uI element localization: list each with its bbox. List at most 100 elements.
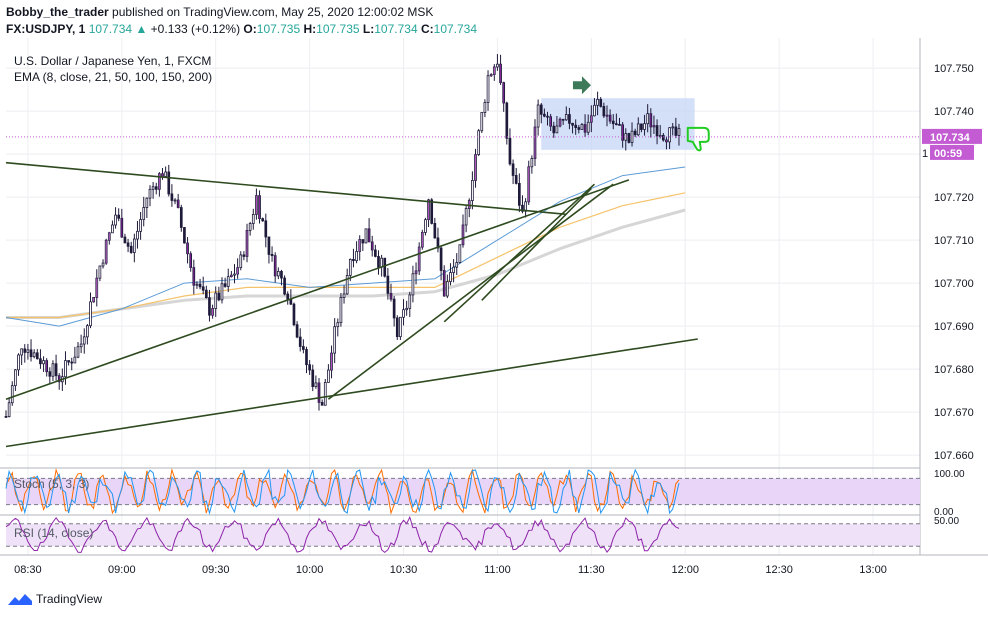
- price-badge: [922, 128, 982, 144]
- price-tick-label: 107.690: [934, 321, 974, 333]
- time-tick-label: 12:30: [765, 564, 793, 576]
- low-value: 107.734: [374, 22, 418, 36]
- tradingview-logo-icon[interactable]: [8, 592, 32, 606]
- price-tick-label: 107.700: [934, 278, 974, 290]
- candle-body: [129, 245, 133, 253]
- candle-body: [73, 356, 77, 364]
- trendline[interactable]: [481, 187, 592, 301]
- rsi-line: [5, 515, 680, 554]
- candle-body: [67, 360, 70, 363]
- candle-body: [198, 283, 202, 288]
- candle-body: [586, 121, 590, 133]
- candle-body: [505, 102, 509, 139]
- candle-body: [345, 275, 349, 295]
- publish-text: published on TradingView.com, May 25, 20…: [112, 5, 434, 19]
- candle-body: [70, 361, 74, 364]
- time-tick-label: 12:00: [671, 564, 699, 576]
- candle-body: [214, 292, 218, 309]
- candle-body: [446, 281, 449, 297]
- candle-body: [54, 363, 58, 377]
- brand-name[interactable]: TradingView: [36, 592, 103, 606]
- osc-tick-label: 50.00: [934, 516, 959, 527]
- plot-bg: [6, 38, 920, 555]
- legend-ema[interactable]: EMA (8, close, 21, 50, 100, 150, 200): [14, 70, 212, 84]
- candle-body: [677, 128, 681, 136]
- rsi-pane[interactable]: 50.00: [5, 515, 959, 554]
- candle-body: [264, 220, 268, 238]
- candle-body: [7, 402, 11, 417]
- candle-body: [82, 336, 86, 345]
- legend-instrument[interactable]: U.S. Dollar / Japanese Yen, 1, FXCM: [14, 54, 211, 68]
- price-badge-text: 107.734: [930, 132, 971, 144]
- candle-body: [132, 238, 136, 253]
- candle-body: [671, 126, 675, 129]
- time-tick-label: 09:00: [108, 564, 136, 576]
- stoch-label[interactable]: Stoch (5, 3, 3): [14, 477, 89, 491]
- candle-body: [546, 115, 549, 118]
- author-name[interactable]: Bobby_the_trader: [6, 5, 109, 19]
- candle-body: [577, 127, 581, 130]
- candle-body: [668, 127, 671, 143]
- candle-body: [208, 297, 211, 316]
- candle-body: [167, 171, 171, 195]
- thumbs-down-icon[interactable]: [686, 126, 710, 152]
- price-tick-label: 107.750: [934, 63, 974, 75]
- candle-body: [508, 137, 512, 165]
- candle-body: [352, 258, 355, 262]
- candle-body: [661, 134, 665, 141]
- candle-body: [305, 349, 308, 366]
- candle-body: [204, 289, 208, 299]
- trendline[interactable]: [443, 183, 596, 323]
- candle-body: [23, 348, 27, 353]
- candle-body: [536, 104, 540, 128]
- candle-body: [630, 130, 634, 143]
- last-price: 107.734: [88, 22, 133, 36]
- rsi-label[interactable]: RSI (14, close): [14, 526, 93, 540]
- candle-body: [10, 385, 14, 404]
- osc-band-fill: [6, 523, 920, 547]
- ema-mid-line: [6, 192, 686, 319]
- arrow-right-icon[interactable]: [572, 76, 591, 95]
- time-tick-label: 10:00: [296, 564, 324, 576]
- candle-body: [51, 363, 55, 377]
- candle-body: [267, 236, 271, 255]
- trendlines[interactable]: [5, 161, 698, 448]
- candle-body: [48, 371, 52, 377]
- candle-body: [35, 352, 39, 360]
- candle-body: [179, 207, 183, 228]
- markers[interactable]: [572, 76, 710, 152]
- candle-body: [455, 262, 459, 268]
- trendline[interactable]: [327, 183, 614, 400]
- candle-body: [136, 230, 139, 240]
- trendline[interactable]: [5, 338, 698, 448]
- candle-body: [480, 112, 484, 132]
- time-axis[interactable]: 08:30 09:00 09:30 10:00 10:30 11:00 11:30 12:00…: [0, 554, 988, 576]
- hidden-price-digit: 1: [922, 148, 928, 160]
- candle-body: [602, 106, 606, 117]
- candle-body: [574, 124, 578, 129]
- candle-body: [117, 214, 121, 219]
- low-label: L:: [362, 22, 375, 36]
- time-tick-label: 08:30: [14, 564, 42, 576]
- trendline[interactable]: [5, 161, 567, 216]
- countdown-text: 00:59: [934, 148, 962, 160]
- price-axis[interactable]: 107.660 107.670 107.680 107.690 107.700 107.7…: [919, 38, 974, 555]
- trendline[interactable]: [5, 179, 630, 400]
- candle-body: [79, 343, 83, 348]
- candle-body: [486, 75, 490, 103]
- candle-body: [280, 270, 283, 279]
- candle-body: [392, 298, 396, 319]
- range-box[interactable]: [541, 98, 695, 150]
- candle-body: [386, 275, 390, 294]
- candle-body: [142, 207, 146, 220]
- candle-body: [511, 163, 515, 176]
- price-tick-label: 107.660: [934, 450, 974, 462]
- candle-body: [477, 130, 480, 155]
- candle-body: [402, 309, 405, 318]
- stoch-pane[interactable]: 100.00 0.00: [5, 468, 965, 518]
- candle-body: [286, 293, 290, 300]
- candle-body: [374, 249, 377, 257]
- chart-canvas[interactable]: 107.660 107.670 107.680 107.690 107.700 107.7…: [0, 38, 988, 583]
- candle-body: [14, 369, 17, 387]
- candle-body: [599, 99, 603, 107]
